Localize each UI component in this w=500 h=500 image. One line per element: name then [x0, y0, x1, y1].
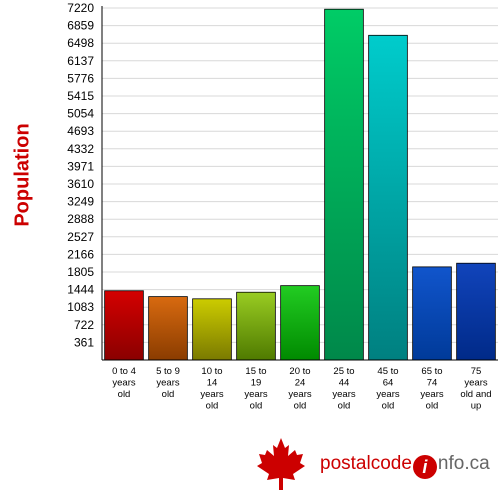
- y-tick-label: 6137: [67, 54, 94, 68]
- y-axis-title: Population: [8, 60, 38, 290]
- bars: [104, 8, 496, 361]
- bar: [236, 291, 276, 361]
- y-tick-label: 3610: [67, 177, 94, 191]
- logo-text-nfo: nfo.ca: [437, 453, 490, 474]
- x-tick-label: 15 to 19 years old: [244, 366, 267, 412]
- logo-wordmark: postalcode i nfo.ca: [320, 453, 490, 479]
- y-tick-label: 6859: [67, 19, 94, 33]
- x-tick-label: 0 to 4 years old: [112, 366, 136, 400]
- y-tick-label: 1444: [67, 283, 94, 297]
- maple-leaf-icon: [257, 438, 305, 490]
- y-tick-label: 1083: [67, 300, 94, 314]
- y-tick-label: 4693: [67, 124, 94, 138]
- bar: [412, 266, 452, 361]
- y-tick-label: 5054: [67, 107, 94, 121]
- logo-text-postal: postal: [320, 453, 371, 474]
- x-tick-label: 5 to 9 years old: [156, 366, 180, 400]
- bar: [280, 285, 320, 361]
- y-tick-label: 5415: [67, 89, 94, 103]
- postalcodeinfo-logo: postalcode i nfo.ca: [255, 436, 495, 492]
- bar: [148, 296, 188, 361]
- x-tick-label: 75 years old and up: [460, 366, 491, 412]
- x-tick-label: 45 to 64 years old: [376, 366, 399, 412]
- axes: [101, 6, 498, 361]
- logo-text-code: code: [370, 453, 412, 474]
- y-tick-label: 3971: [67, 159, 94, 173]
- bar: [456, 262, 496, 361]
- x-tick-label: 20 to 24 years old: [288, 366, 311, 412]
- x-tick-labels: 0 to 4 years old 5 to 9 years old 10 to 14 years…: [112, 366, 491, 412]
- y-tick-label: 4332: [67, 142, 94, 156]
- y-tick-label: 1805: [67, 265, 94, 279]
- x-tick-label: 65 to 74 years old: [420, 366, 443, 412]
- x-tick-label: 10 to 14 years old: [200, 366, 223, 412]
- grid-lines: [102, 7, 498, 343]
- y-tick-labels: 361 722 1083 1444 1805 2166 2527 2888 3249 3610 39…: [67, 1, 94, 349]
- bar: [368, 34, 408, 361]
- logo-info-i: i: [412, 455, 437, 479]
- x-tick-label: 25 to 44 years old: [332, 366, 355, 412]
- y-tick-label: 6498: [67, 36, 94, 50]
- y-tick-label: 2527: [67, 230, 94, 244]
- y-tick-label: 3249: [67, 195, 94, 209]
- bar: [192, 298, 232, 361]
- y-tick-label: 361: [74, 335, 94, 349]
- y-tick-label: 5776: [67, 71, 94, 85]
- bar: [104, 290, 144, 361]
- y-tick-label: 722: [74, 318, 94, 332]
- y-tick-label: 7220: [67, 1, 94, 15]
- y-tick-label: 2888: [67, 212, 94, 226]
- bar: [324, 8, 364, 361]
- y-axis-title-text: Population: [11, 123, 34, 227]
- y-tick-label: 2166: [67, 247, 94, 261]
